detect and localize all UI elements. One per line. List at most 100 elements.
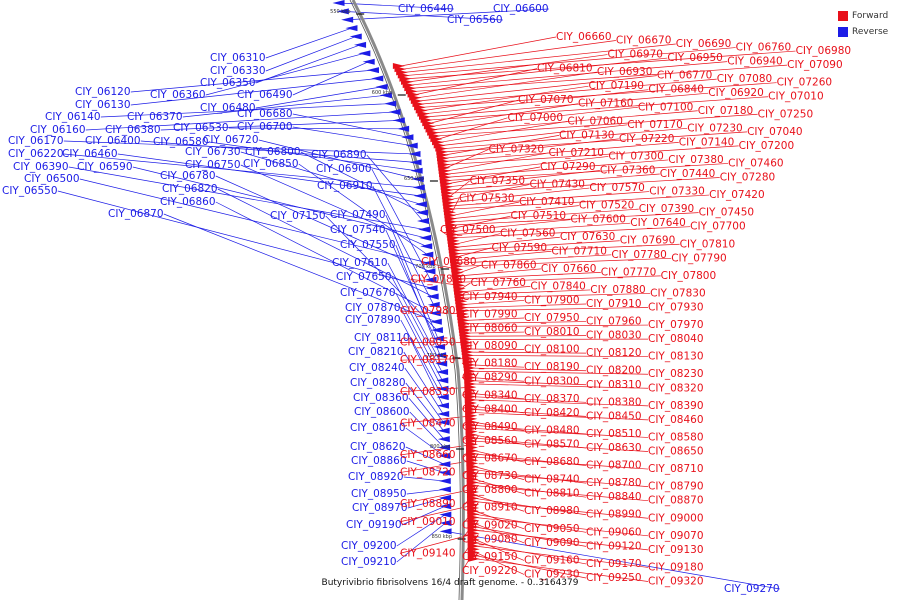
- forward-gene-label[interactable]: CIY_07160: [578, 98, 634, 110]
- forward-gene-label[interactable]: CIY_09000: [648, 512, 704, 524]
- forward-gene-label[interactable]: CIY_07350: [470, 175, 525, 187]
- reverse-gene-feature[interactable]: [430, 327, 443, 334]
- reverse-gene-feature[interactable]: [437, 419, 450, 426]
- forward-gene-label[interactable]: CIY_06770: [657, 70, 713, 82]
- reverse-gene-feature[interactable]: [431, 335, 444, 342]
- reverse-gene-label[interactable]: CIY_06680: [237, 108, 293, 120]
- forward-gene-label[interactable]: CIY_07760: [470, 277, 526, 289]
- reverse-gene-label[interactable]: CIY_07150: [270, 210, 326, 222]
- forward-gene-label[interactable]: CIY_07320: [489, 143, 545, 155]
- forward-gene-label[interactable]: CIY_07060: [567, 115, 623, 127]
- reverse-gene-feature[interactable]: [439, 511, 452, 518]
- forward-gene-label[interactable]: CIY_08480: [524, 424, 580, 436]
- forward-gene-label[interactable]: CIY_07330: [649, 186, 705, 198]
- forward-gene-label[interactable]: CIY_08060: [462, 323, 518, 335]
- forward-gene-label[interactable]: CIY_08570: [524, 438, 580, 450]
- forward-gene-label[interactable]: CIY_06970: [607, 49, 663, 61]
- reverse-gene-label[interactable]: CIY_06600: [493, 3, 549, 15]
- forward-gene-label[interactable]: CIY_07180: [698, 105, 754, 117]
- forward-gene-label[interactable]: CIY_07940: [462, 291, 518, 303]
- forward-gene-label[interactable]: CIY_09010: [400, 516, 456, 528]
- forward-gene-label[interactable]: CIY_08490: [462, 421, 518, 433]
- reverse-gene-label[interactable]: CIY_06330: [210, 65, 266, 77]
- forward-gene-label[interactable]: CIY_07220: [619, 133, 675, 145]
- forward-gene-label[interactable]: CIY_07290: [540, 161, 596, 173]
- reverse-gene-label[interactable]: CIY_06550: [2, 185, 58, 197]
- reverse-gene-label[interactable]: CIY_06800: [245, 146, 301, 158]
- reverse-gene-label[interactable]: CIY_06480: [200, 102, 256, 114]
- forward-gene-label[interactable]: CIY_07710: [551, 245, 607, 257]
- forward-gene-label[interactable]: CIY_08470: [400, 417, 456, 429]
- forward-gene-label[interactable]: CIY_07070: [518, 94, 574, 106]
- reverse-gene-feature[interactable]: [436, 402, 449, 409]
- reverse-gene-label[interactable]: CIY_06860: [160, 196, 216, 208]
- forward-gene-label[interactable]: CIY_07200: [739, 140, 795, 152]
- forward-gene-label[interactable]: CIY_09130: [648, 544, 704, 556]
- reverse-gene-label[interactable]: CIY_06460: [62, 148, 118, 160]
- forward-gene-label[interactable]: CIY_08290: [462, 372, 518, 384]
- reverse-gene-label[interactable]: CIY_06780: [160, 170, 216, 182]
- reverse-gene-label[interactable]: CIY_08610: [350, 422, 406, 434]
- reverse-gene-feature[interactable]: [424, 276, 437, 283]
- forward-gene-label[interactable]: CIY_08720: [400, 467, 456, 479]
- forward-gene-label[interactable]: CIY_08630: [586, 442, 642, 454]
- forward-gene-label[interactable]: CIY_07660: [541, 263, 597, 275]
- reverse-gene-feature[interactable]: [434, 352, 447, 359]
- reverse-gene-label[interactable]: CIY_06730: [185, 146, 241, 158]
- forward-gene-label[interactable]: CIY_07040: [747, 126, 803, 138]
- reverse-gene-label[interactable]: CIY_06350: [200, 77, 256, 89]
- forward-gene-label[interactable]: CIY_08510: [586, 428, 642, 440]
- reverse-gene-label[interactable]: CIY_08360: [353, 392, 409, 404]
- forward-gene-label[interactable]: CIY_07430: [529, 179, 585, 191]
- forward-gene-label[interactable]: CIY_06760: [736, 42, 792, 54]
- reverse-gene-label[interactable]: CIY_07610: [332, 257, 388, 269]
- forward-gene-label[interactable]: CIY_07530: [459, 193, 515, 205]
- reverse-gene-label[interactable]: CIY_06750: [185, 159, 241, 171]
- reverse-gene-label[interactable]: CIY_06560: [447, 14, 503, 26]
- forward-gene-label[interactable]: CIY_07130: [559, 129, 615, 141]
- forward-gene-label[interactable]: CIY_07930: [648, 301, 704, 313]
- forward-gene-label[interactable]: CIY_08730: [462, 470, 518, 482]
- reverse-gene-label[interactable]: CIY_06160: [30, 124, 86, 136]
- forward-gene-label[interactable]: CIY_08320: [648, 382, 704, 394]
- forward-gene-label[interactable]: CIY_07520: [579, 200, 635, 212]
- forward-gene-label[interactable]: CIY_07780: [611, 249, 667, 261]
- reverse-gene-feature[interactable]: [354, 41, 367, 48]
- reverse-gene-label[interactable]: CIY_08970: [352, 502, 408, 514]
- reverse-gene-feature[interactable]: [436, 385, 449, 392]
- reverse-gene-feature[interactable]: [433, 343, 446, 350]
- reverse-gene-feature[interactable]: [405, 142, 418, 149]
- reverse-gene-feature[interactable]: [415, 209, 428, 216]
- forward-gene-label[interactable]: CIY_09250: [586, 572, 642, 584]
- reverse-gene-feature[interactable]: [438, 469, 451, 476]
- forward-gene-label[interactable]: CIY_07140: [679, 136, 735, 148]
- forward-gene-label[interactable]: CIY_07000: [508, 112, 564, 124]
- forward-gene-label[interactable]: CIY_07420: [709, 189, 765, 201]
- reverse-gene-label[interactable]: CIY_06310: [210, 52, 266, 64]
- reverse-gene-feature[interactable]: [435, 360, 448, 367]
- reverse-gene-label[interactable]: CIY_06590: [77, 161, 133, 173]
- reverse-gene-feature[interactable]: [410, 167, 423, 174]
- forward-gene-label[interactable]: CIY_08740: [524, 474, 580, 486]
- reverse-gene-feature[interactable]: [332, 0, 345, 6]
- reverse-gene-label[interactable]: CIY_09270: [724, 583, 780, 595]
- forward-gene-label[interactable]: CIY_09320: [648, 575, 704, 587]
- forward-gene-label[interactable]: CIY_08670: [462, 453, 518, 465]
- forward-gene-label[interactable]: CIY_09070: [648, 530, 704, 542]
- forward-gene-label[interactable]: CIY_07800: [661, 270, 717, 282]
- reverse-gene-label[interactable]: CIY_06370: [127, 111, 183, 123]
- reverse-gene-feature[interactable]: [426, 293, 439, 300]
- forward-gene-label[interactable]: CIY_08200: [586, 365, 642, 377]
- forward-gene-label[interactable]: CIY_08050: [400, 337, 456, 349]
- reverse-gene-label[interactable]: CIY_06530: [173, 122, 229, 134]
- forward-gene-label[interactable]: CIY_08980: [524, 505, 580, 517]
- reverse-gene-feature[interactable]: [425, 285, 438, 292]
- reverse-gene-feature[interactable]: [428, 310, 441, 317]
- reverse-gene-feature[interactable]: [439, 519, 452, 526]
- forward-gene-label[interactable]: CIY_07590: [492, 242, 548, 254]
- forward-gene-label[interactable]: CIY_08100: [524, 344, 580, 356]
- forward-gene-label[interactable]: CIY_07230: [687, 122, 743, 134]
- reverse-gene-feature[interactable]: [388, 109, 401, 116]
- forward-gene-label[interactable]: CIY_07390: [639, 203, 695, 215]
- reverse-gene-label[interactable]: CIY_07890: [345, 314, 401, 326]
